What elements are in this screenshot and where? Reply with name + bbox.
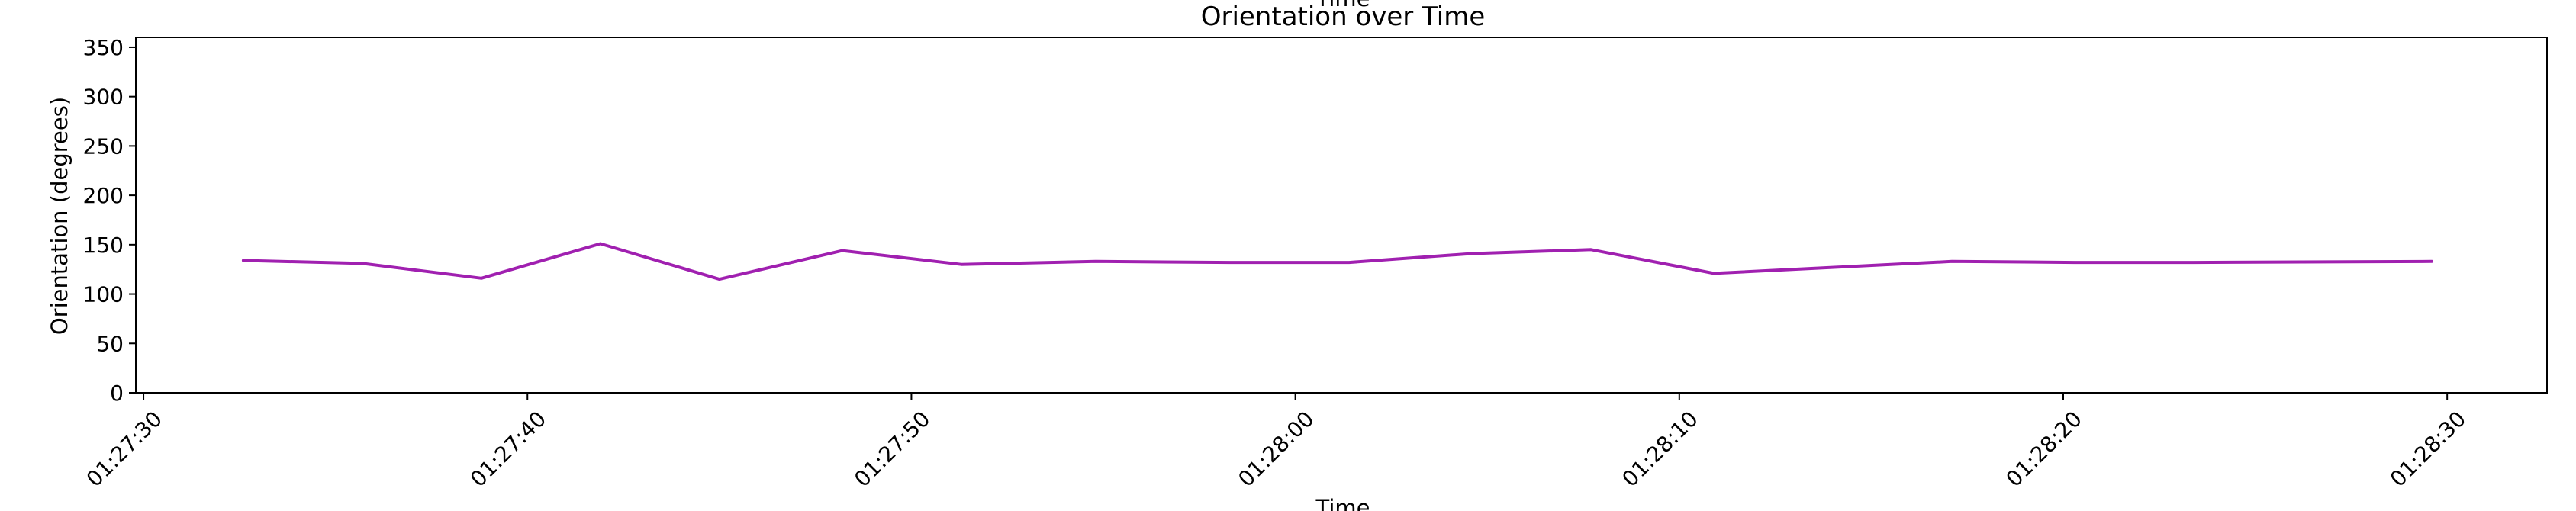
series-line [241,242,2433,281]
y-tick-label: 350 [83,35,124,60]
chart-title: Orientation over Time [1201,2,1486,32]
y-tick-label: 250 [83,133,124,159]
x-tick-label: 01:28:10 [1617,407,1702,492]
y-tick-label: 150 [83,233,124,258]
x-tick-label: 01:27:40 [465,407,551,492]
x-tick-label: 01:28:20 [2001,407,2087,492]
top-clipped-label: Time [1315,0,1370,11]
x-tick-label: 01:27:50 [849,407,935,492]
y-tick-label: 50 [96,331,124,356]
y-axis-label: Orientation (degrees) [47,97,72,335]
y-tick-label: 100 [83,282,124,307]
y-tick-label: 0 [110,381,124,406]
y-tick-label: 200 [83,183,124,208]
x-tick-label: 01:27:30 [82,407,167,492]
plot-frame [135,37,2548,394]
x-tick-label: 01:28:00 [1233,407,1319,492]
x-axis-label: Time [1315,495,1370,511]
x-tick-label: 01:28:30 [2385,407,2471,492]
plot-area: 0 50 100 150 200 250 300 350 01:27:30 01:27:40 01:… [82,35,2548,492]
y-tick-label: 300 [83,85,124,110]
